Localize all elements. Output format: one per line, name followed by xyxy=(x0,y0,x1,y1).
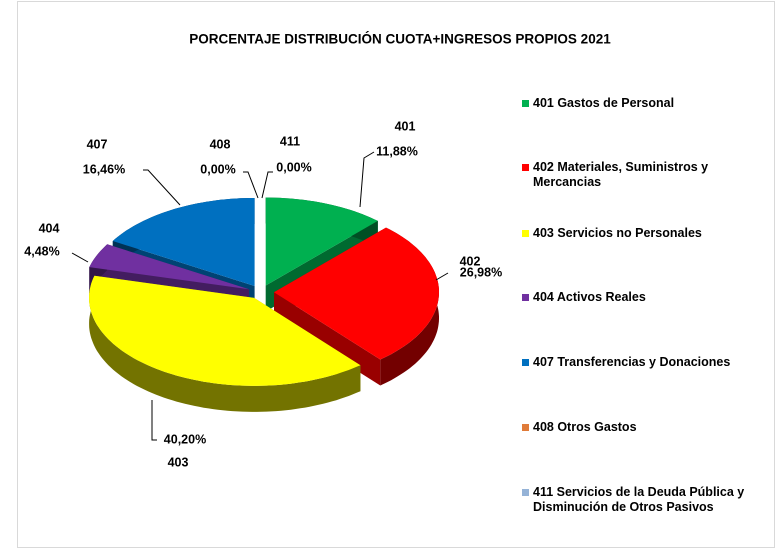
category-code: 404 xyxy=(39,221,60,235)
legend-label: 403 Servicios no Personales xyxy=(533,226,702,240)
category-code: 401 xyxy=(395,119,416,133)
slice xyxy=(89,275,361,412)
slice-top xyxy=(89,275,361,386)
data-label: 40,20% xyxy=(164,432,206,446)
legend-swatch xyxy=(522,359,529,366)
slice-side xyxy=(89,275,361,412)
legend-label: 404 Activos Reales xyxy=(533,290,646,304)
category-code: 402 xyxy=(460,254,481,268)
slice-top xyxy=(89,244,249,290)
category-code: 403 xyxy=(168,455,189,469)
data-label: 16,46% xyxy=(83,162,125,176)
legend-swatch xyxy=(522,100,529,107)
leader-line xyxy=(151,400,157,441)
legend-swatch xyxy=(522,294,529,301)
chart-border xyxy=(17,1,775,548)
legend-swatch xyxy=(522,164,529,171)
chart-title: PORCENTAJE DISTRIBUCIÓN CUOTA+INGRESOS P… xyxy=(189,32,611,47)
data-label: 0,00% xyxy=(276,160,311,174)
leader-line xyxy=(143,169,181,206)
leader-line xyxy=(261,171,273,199)
slice-top xyxy=(274,227,439,360)
data-label: 4,48% xyxy=(24,244,59,258)
category-code: 408 xyxy=(210,137,231,151)
slice-top xyxy=(265,197,378,286)
legend-label: 407 Transferencias y Donaciones xyxy=(533,355,731,369)
legend-swatch xyxy=(522,424,529,431)
category-code: 407 xyxy=(87,137,108,151)
leader-line xyxy=(243,171,259,199)
leader-line xyxy=(359,151,375,208)
legend-label: 401 Gastos de Personal xyxy=(533,96,675,110)
data-label: 11,88% xyxy=(376,144,418,158)
legend-label: 408 Otros Gastos xyxy=(533,420,637,434)
leader-line xyxy=(71,252,89,263)
data-label: 26,98% xyxy=(460,265,502,279)
category-code: 411 xyxy=(280,134,300,148)
legend-swatch xyxy=(522,489,529,496)
leader-line xyxy=(435,272,449,281)
data-label: 0,00% xyxy=(200,162,235,176)
legend-label: 411 Servicios de la Deuda Pública y Dism… xyxy=(533,485,745,514)
slice-top xyxy=(112,198,255,286)
legend-label: 402 Materiales, Suministros y Mercancias xyxy=(533,160,709,189)
legend-swatch xyxy=(522,230,529,237)
